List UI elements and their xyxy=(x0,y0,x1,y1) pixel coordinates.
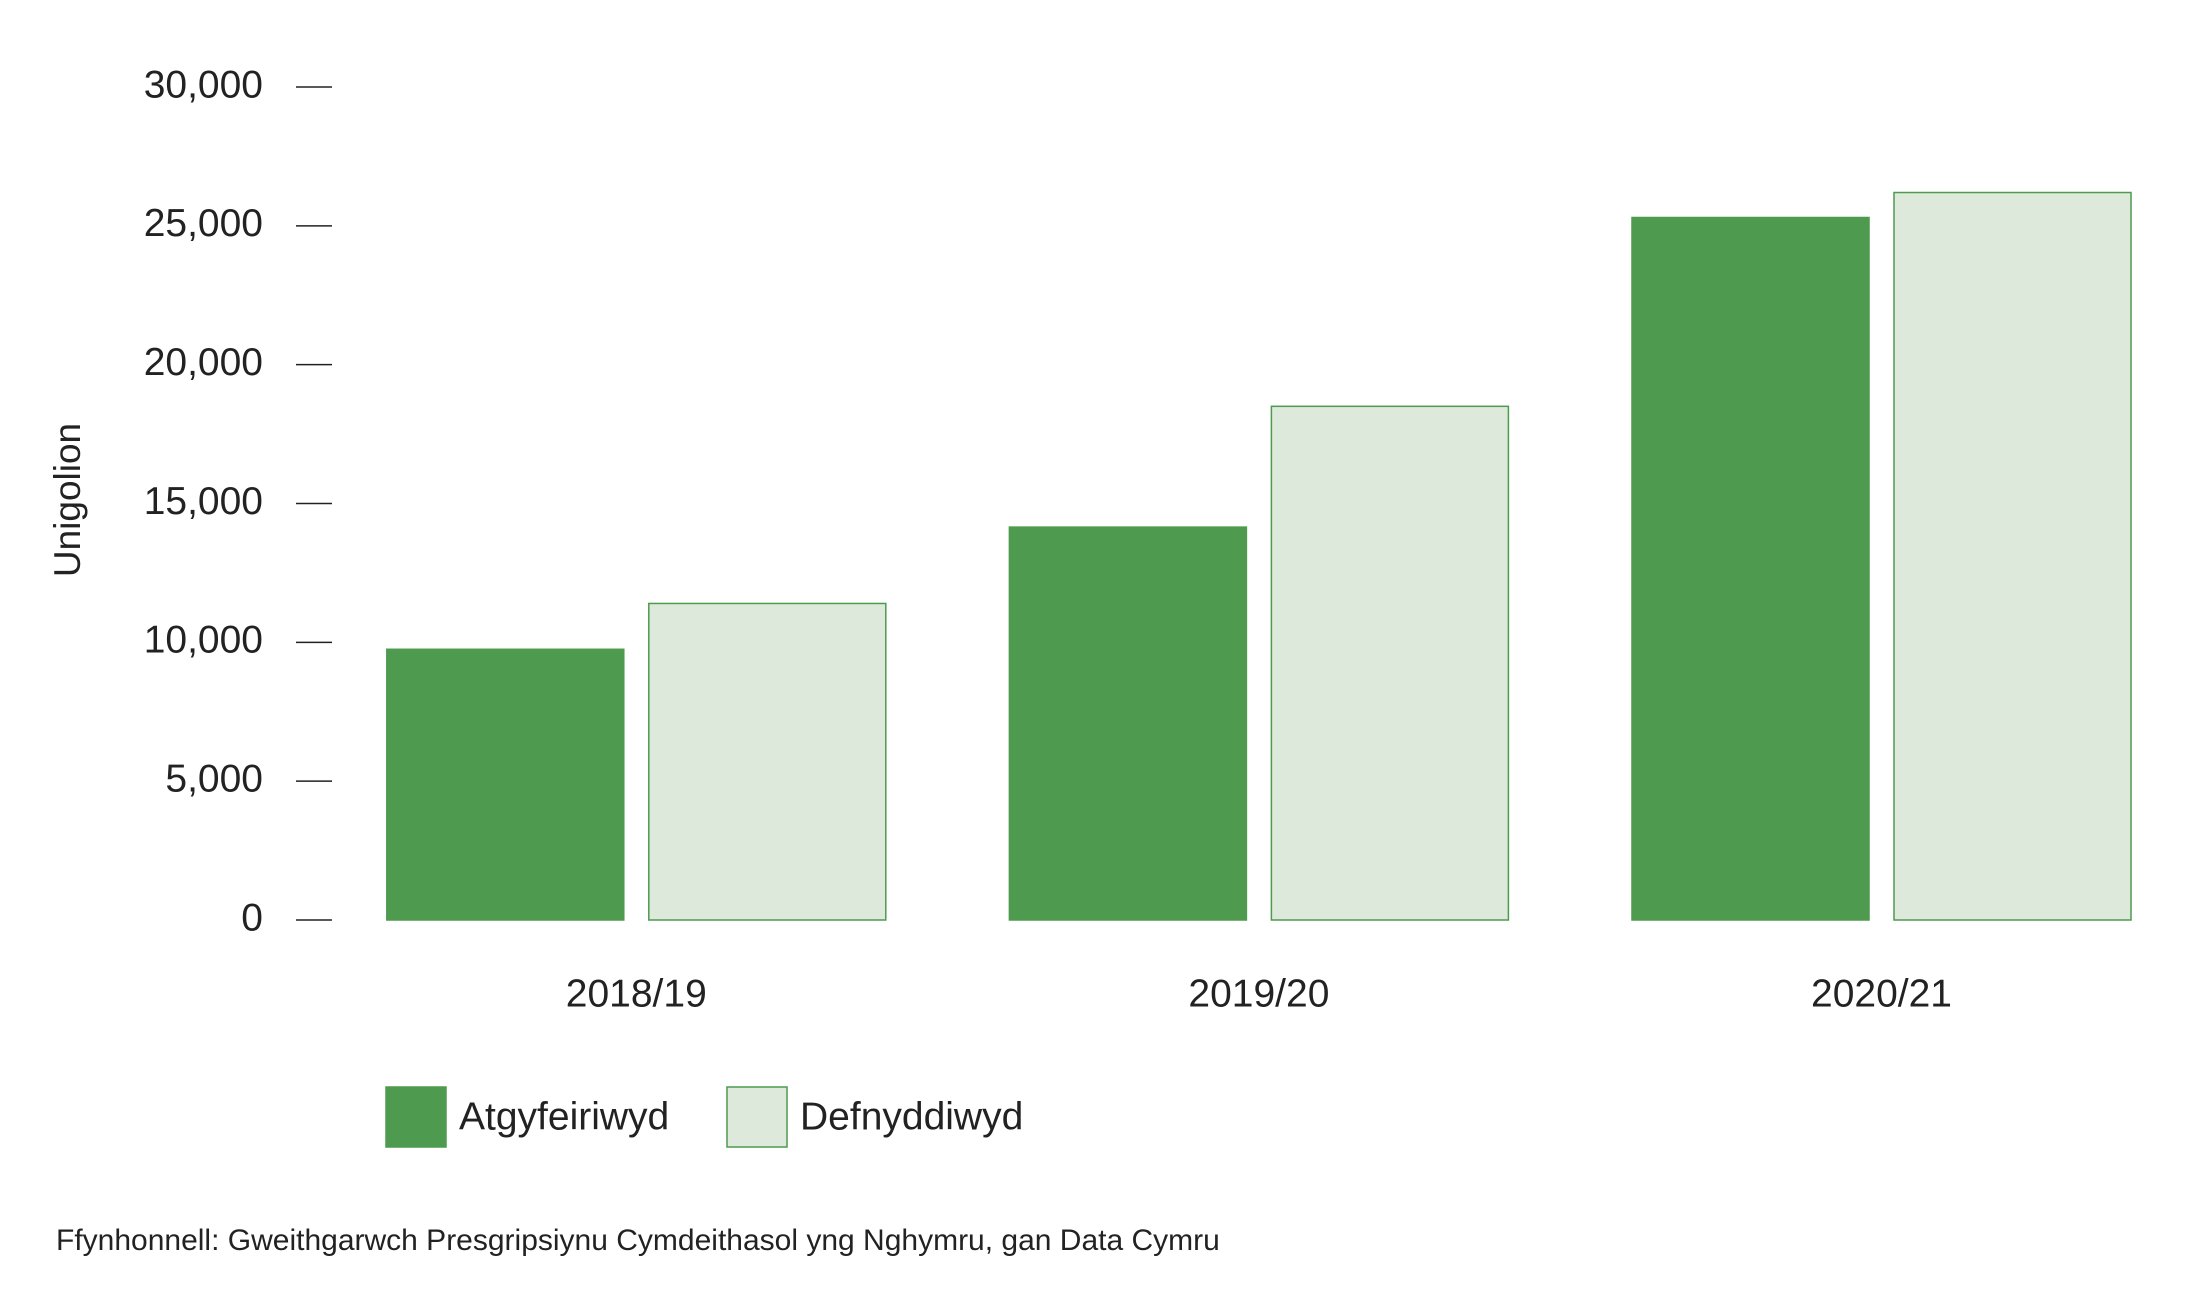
y-tick-label: 0 xyxy=(241,896,263,939)
y-tick-label: 10,000 xyxy=(144,619,263,662)
legend-swatch xyxy=(385,1086,447,1148)
bar xyxy=(386,648,625,921)
y-axis-label: Unigolion xyxy=(47,423,88,577)
bar xyxy=(1893,191,2132,921)
legend-swatch xyxy=(726,1086,788,1148)
y-tick-label: 20,000 xyxy=(144,341,263,384)
bar xyxy=(648,602,887,921)
bar xyxy=(1631,216,1870,921)
legend-label: Atgyfeiriwyd xyxy=(459,1095,669,1138)
source-note: Ffynhonnell: Gweithgarwch Presgripsiynu … xyxy=(56,1224,1220,1257)
bar xyxy=(1008,526,1248,921)
x-tick-label: 2019/20 xyxy=(1188,972,1329,1015)
y-tick-label: 15,000 xyxy=(144,480,263,523)
y-tick-label: 30,000 xyxy=(144,63,263,106)
y-tick-label: 25,000 xyxy=(144,202,263,245)
x-tick-label: 2018/19 xyxy=(566,972,707,1015)
legend-label: Defnyddiwyd xyxy=(800,1095,1023,1138)
bar xyxy=(1270,405,1510,921)
x-tick-label: 2020/21 xyxy=(1811,972,1952,1015)
y-tick-label: 5,000 xyxy=(165,757,263,800)
